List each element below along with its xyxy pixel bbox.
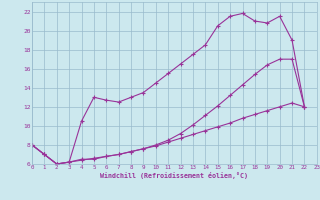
- X-axis label: Windchill (Refroidissement éolien,°C): Windchill (Refroidissement éolien,°C): [100, 172, 248, 179]
